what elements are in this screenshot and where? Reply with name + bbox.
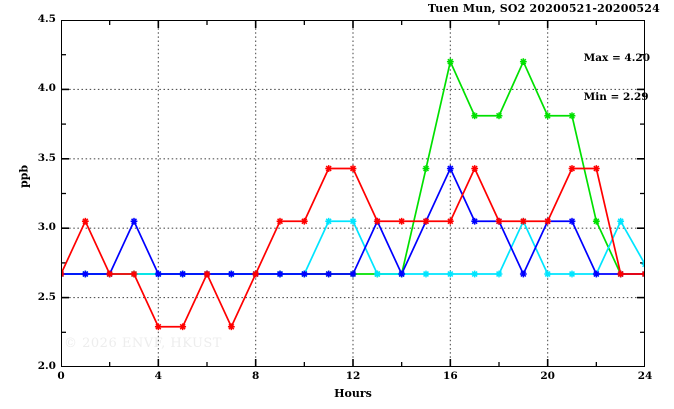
min-label: Min = 2.29 [583, 91, 649, 103]
y-tick-label: 2.5 [37, 290, 56, 303]
stats-annotation: Max = 4.20 Min = 2.29 [584, 26, 650, 130]
gridlines [61, 20, 645, 367]
x-tick-label: 4 [154, 370, 162, 382]
x-tick-label: 12 [345, 370, 361, 382]
plot-area [61, 20, 645, 367]
x-tick-label: 20 [540, 370, 555, 382]
x-tick-label: 24 [637, 370, 653, 382]
chart-title: Tuen Mun, SO2 20200521-20200524 [427, 2, 660, 15]
plot-svg [61, 20, 645, 367]
x-tick-label: 0 [57, 370, 65, 382]
y-tick-label: 4.0 [37, 82, 56, 95]
x-axis-title: Hours [334, 387, 372, 400]
y-tick-label: 2.0 [37, 360, 56, 372]
y-tick-label: 3.0 [37, 221, 56, 234]
watermark: © 2026 ENVF, HKUST [64, 336, 222, 351]
plot-frame [61, 20, 645, 367]
y-tick-label: 3.5 [37, 151, 56, 164]
series-20200521 [61, 165, 645, 331]
max-label: Max = 4.20 [583, 52, 650, 64]
y-tick-label: 4.5 [37, 13, 56, 25]
data-series-layer [61, 58, 645, 331]
x-tick-label: 16 [443, 370, 458, 382]
x-tick-label: 8 [252, 370, 260, 382]
